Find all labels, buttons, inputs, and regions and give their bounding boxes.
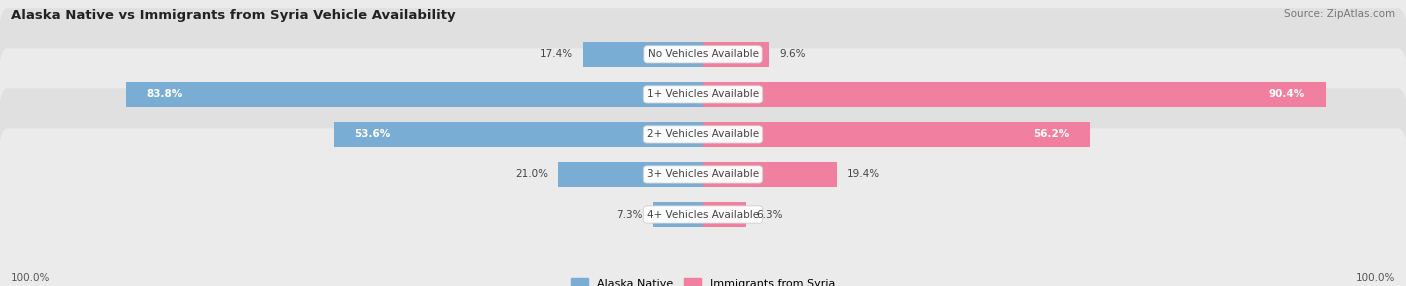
FancyBboxPatch shape bbox=[0, 48, 1406, 221]
Text: 2+ Vehicles Available: 2+ Vehicles Available bbox=[647, 130, 759, 139]
Bar bbox=[583, 42, 703, 67]
Legend: Alaska Native, Immigrants from Syria: Alaska Native, Immigrants from Syria bbox=[567, 274, 839, 286]
FancyBboxPatch shape bbox=[0, 0, 1406, 140]
Bar bbox=[703, 202, 747, 227]
Text: 7.3%: 7.3% bbox=[616, 210, 643, 219]
Text: Source: ZipAtlas.com: Source: ZipAtlas.com bbox=[1284, 9, 1395, 19]
Bar bbox=[703, 122, 1090, 147]
Text: 3+ Vehicles Available: 3+ Vehicles Available bbox=[647, 170, 759, 179]
Text: 1+ Vehicles Available: 1+ Vehicles Available bbox=[647, 90, 759, 99]
Text: 21.0%: 21.0% bbox=[515, 170, 548, 179]
Text: 9.6%: 9.6% bbox=[779, 49, 806, 59]
Text: No Vehicles Available: No Vehicles Available bbox=[648, 49, 758, 59]
Bar bbox=[558, 162, 703, 187]
FancyBboxPatch shape bbox=[0, 8, 1406, 180]
FancyBboxPatch shape bbox=[0, 128, 1406, 286]
Bar bbox=[703, 162, 837, 187]
Text: 90.4%: 90.4% bbox=[1268, 90, 1305, 99]
Text: 17.4%: 17.4% bbox=[540, 49, 572, 59]
Text: 100.0%: 100.0% bbox=[1355, 273, 1395, 283]
Text: 4+ Vehicles Available: 4+ Vehicles Available bbox=[647, 210, 759, 219]
Bar bbox=[333, 122, 703, 147]
Text: 19.4%: 19.4% bbox=[846, 170, 880, 179]
Text: 83.8%: 83.8% bbox=[146, 90, 183, 99]
Text: 53.6%: 53.6% bbox=[354, 130, 391, 139]
Bar bbox=[652, 202, 703, 227]
Bar bbox=[125, 82, 703, 107]
Text: 56.2%: 56.2% bbox=[1033, 130, 1070, 139]
Text: 6.3%: 6.3% bbox=[756, 210, 783, 219]
Text: 100.0%: 100.0% bbox=[11, 273, 51, 283]
Bar bbox=[703, 42, 769, 67]
FancyBboxPatch shape bbox=[0, 88, 1406, 261]
Text: Alaska Native vs Immigrants from Syria Vehicle Availability: Alaska Native vs Immigrants from Syria V… bbox=[11, 9, 456, 21]
Bar bbox=[703, 82, 1326, 107]
